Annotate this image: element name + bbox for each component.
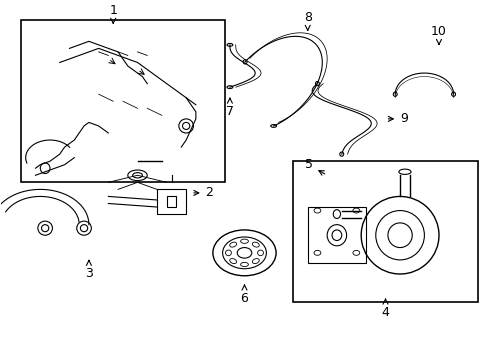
Text: 2: 2 [193,186,213,199]
Text: 8: 8 [303,11,311,30]
Text: 3: 3 [85,260,93,280]
Text: 7: 7 [225,98,233,118]
Bar [166,197,176,207]
Bar [157,189,186,214]
Text: 1: 1 [109,4,117,23]
Bar [21,20,224,183]
Text: 5: 5 [304,158,324,175]
Bar [307,207,366,264]
Text: 4: 4 [381,299,388,319]
Bar [292,161,477,302]
Text: 6: 6 [240,285,248,305]
Text: 9: 9 [387,112,407,125]
Text: 10: 10 [430,25,446,44]
